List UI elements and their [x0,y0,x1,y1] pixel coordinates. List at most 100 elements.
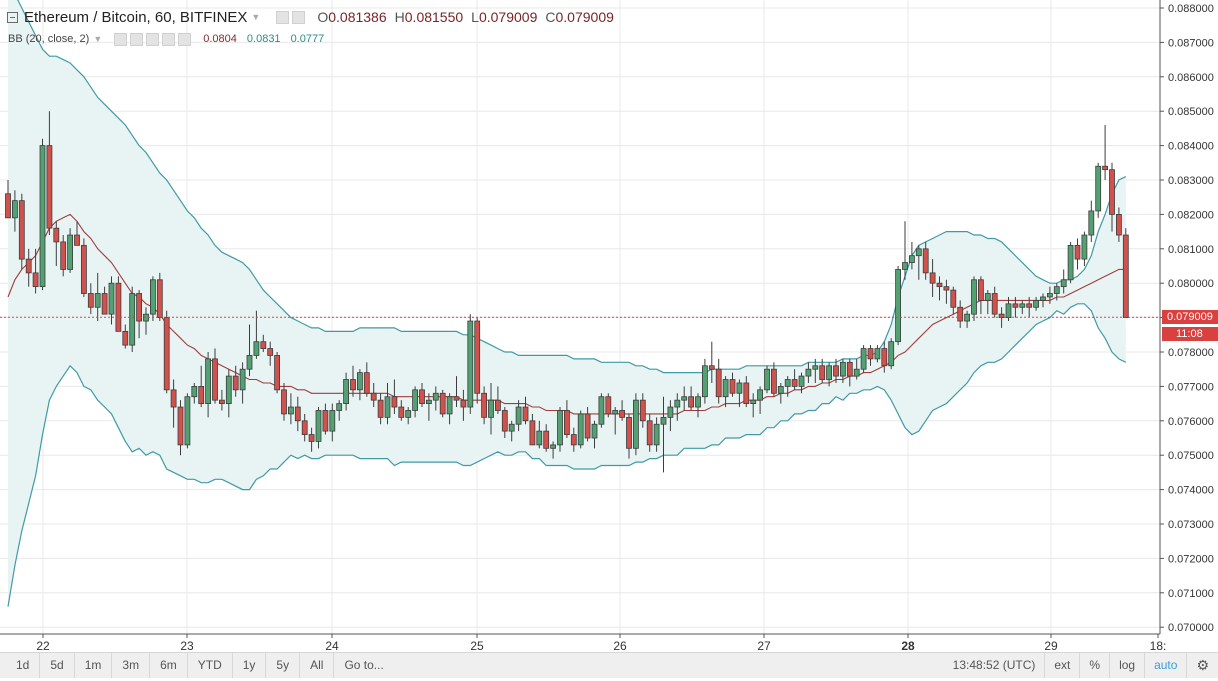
candle-body [184,396,191,446]
candle [391,379,398,414]
range-ytd[interactable]: YTD [188,653,233,678]
percent-toggle[interactable]: % [1079,653,1109,678]
candle [633,393,639,456]
candle-body [667,406,674,418]
candle-body [619,410,625,418]
candle [315,407,322,449]
range-all[interactable]: All [300,653,335,678]
candle-body [909,255,915,263]
candle [101,286,108,315]
candle [439,389,446,418]
candle [1122,228,1129,318]
ext-toggle[interactable]: ext [1044,653,1079,678]
candle [67,228,73,273]
candle [591,420,598,449]
candle [384,382,391,425]
price-tick-label: 0.083000 [1168,175,1214,187]
candle [115,276,122,332]
price-tick-label: 0.087000 [1168,37,1214,49]
candle [570,427,577,452]
candle-body [674,399,681,408]
candle-body [432,392,439,401]
chevron-down-icon[interactable]: ▼ [251,12,261,22]
goto-button[interactable]: Go to... [344,658,384,672]
time-tick-label: 27 [757,639,771,653]
candle [550,441,556,459]
range-1d[interactable]: 1d [0,653,41,678]
candle-body [336,403,343,411]
candle-body [984,293,991,301]
eye-icon[interactable] [276,10,290,24]
candle-body [149,279,156,315]
settings-icon[interactable] [292,10,306,24]
candle-body [439,392,446,415]
indicator-name[interactable]: BB (20, close, 2) [8,33,90,45]
candle [218,389,225,411]
range-5y[interactable]: 5y [266,653,301,678]
gear-icon[interactable]: ⚙ [1186,653,1218,678]
candle-body [564,410,570,435]
candle [1012,296,1019,318]
candle [584,407,591,442]
price-tick-label: 0.074000 [1168,485,1214,497]
candle-body [722,379,729,398]
ohlc-close-value: 0.079009 [555,9,614,25]
candle [149,276,156,322]
time-tick-label: 24 [325,639,339,653]
time-tick-label: 26 [613,639,627,653]
range-3m[interactable]: 3m [112,653,151,678]
candle-body [557,410,563,446]
candle [1040,293,1046,308]
auto-toggle[interactable]: auto [1144,653,1186,678]
eye-icon[interactable] [114,32,128,46]
utc-clock[interactable]: 13:48:52 (UTC) [952,658,1036,672]
symbol-title[interactable]: Ethereum / Bitcoin, 60, BITFINEX [24,8,248,26]
candle [536,420,543,449]
last-price-label: 0.079009 [1162,310,1218,324]
candle-body [281,389,287,415]
log-toggle[interactable]: log [1109,653,1144,678]
candle [481,386,488,425]
candle-body [87,293,94,308]
candle [405,407,412,425]
candle [1019,300,1026,315]
range-5d[interactable]: 5d [40,653,75,678]
candle-body [978,279,984,301]
candle-body [419,389,425,404]
candle [32,248,39,294]
candle-body [515,406,522,425]
candle [108,276,115,325]
candle-body [363,372,370,394]
candle [198,365,205,408]
candle-body [819,365,826,380]
candle [488,382,494,435]
indicator-legend: BB (20, close, 2) ▼ 0.0804 0.0831 0.0777 [0,31,324,47]
candle [74,221,80,246]
range-1y[interactable]: 1y [233,653,267,678]
candle [909,241,915,270]
chevron-down-icon[interactable]: ▼ [93,34,103,44]
range-1m[interactable]: 1m [75,653,113,678]
candle [639,393,646,428]
candle-body [653,423,660,446]
ohlc-open-key: O [317,9,329,25]
candle [18,193,25,270]
settings-icon[interactable] [130,32,144,46]
candle [453,376,460,408]
candle [771,362,777,397]
candle [1095,162,1102,218]
collapse-legend-icon[interactable] [7,11,18,23]
bb-basis-value: 0.0804 [203,33,237,45]
price-tick-label: 0.084000 [1168,141,1214,153]
candle [750,393,757,418]
range-6m[interactable]: 6m [150,653,188,678]
close-icon[interactable] [178,32,192,46]
candle [274,352,281,394]
pin-icon[interactable] [162,32,176,46]
format-icon[interactable] [146,32,160,46]
candle [833,358,839,383]
candle [46,111,53,236]
candle-body [405,410,412,418]
